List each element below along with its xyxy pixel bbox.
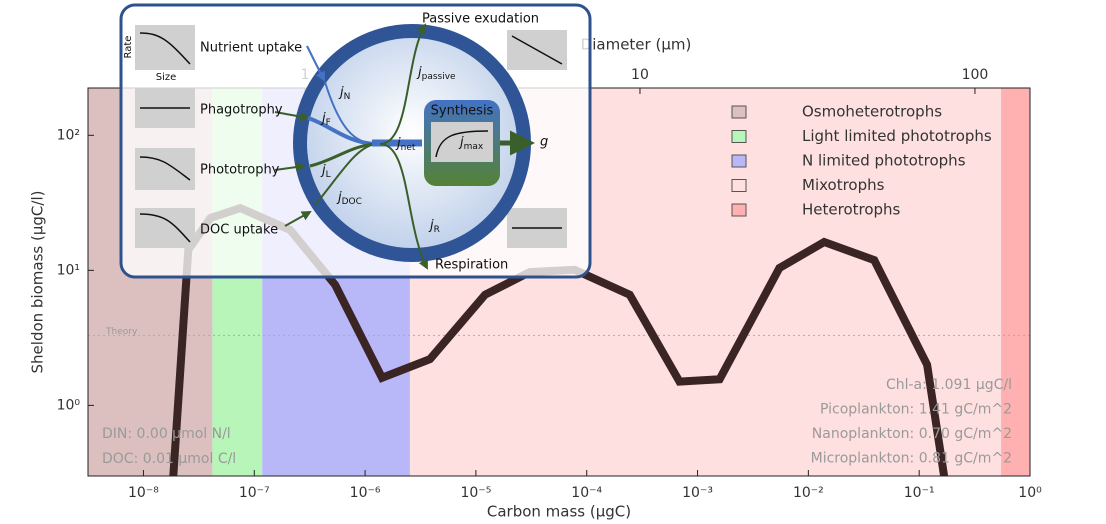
annotation: Picoplankton: 1.41 gC/m^2 (820, 402, 1012, 418)
x2-axis-label: Diameter (µm) (581, 36, 692, 54)
flux-subscript: max (464, 142, 484, 152)
band (1001, 88, 1030, 476)
x-tick-label: 10⁻⁴ (571, 485, 602, 501)
flux-symbol: j (320, 163, 326, 178)
annotation: DIN: 0.00 µmol N/l (102, 426, 231, 442)
flux-label: jmax (458, 135, 484, 152)
legend-label: N limited phototrophs (802, 152, 966, 170)
legend-swatch (731, 105, 747, 119)
x-tick-label: 10⁻⁶ (350, 485, 381, 501)
flux-symbol: j (336, 190, 342, 205)
thumb (135, 148, 195, 190)
thumb (135, 25, 195, 70)
arrow (284, 211, 312, 227)
x-tick-label: 10⁻¹ (904, 485, 935, 501)
flux-symbol: j (395, 136, 401, 151)
flux-symbol: j (416, 65, 422, 80)
flux-subscript: net (401, 143, 416, 153)
arrow (379, 23, 426, 145)
process-label: Phagotrophy (200, 103, 283, 118)
flux-label: jL (320, 163, 331, 180)
x2-tick-label: 10 (631, 67, 649, 83)
y-tick-label: 10² (57, 127, 80, 143)
x-tick-label: 10⁻² (793, 485, 824, 501)
flux-subscript: R (434, 225, 440, 235)
flux-label: jN (338, 85, 350, 102)
thumb-axis: Size (156, 72, 177, 83)
x-tick-label: 10⁰ (1018, 485, 1042, 501)
legend-label: Mixotrophs (802, 176, 885, 194)
thumb-curve (511, 35, 563, 65)
flux-symbol: j (338, 85, 344, 100)
thumb-axis: Rate (123, 36, 134, 59)
arrow (307, 116, 376, 146)
arrow (306, 45, 325, 82)
arrow (274, 111, 310, 122)
flux-symbol: j (458, 135, 464, 150)
flux-label: jpassive (416, 65, 456, 82)
legend-swatch (731, 154, 747, 168)
process-label: Nutrient uptake (200, 41, 302, 56)
thumb-curve (139, 156, 191, 181)
legend-label: Osmoheterotrophs (802, 103, 942, 121)
flux-label: jDOC (336, 190, 362, 207)
thumb-curves (139, 32, 563, 243)
annotation: Nanoplankton: 0.70 gC/m^2 (812, 426, 1012, 442)
synthesis-label: Synthesis (431, 104, 494, 119)
flux-arrows (274, 23, 535, 270)
flux-subscript: passive (422, 72, 456, 82)
thumb-curve (139, 32, 191, 65)
x-tick-label: 10⁻³ (682, 485, 713, 501)
flux-subscript: L (326, 170, 331, 180)
process-label: Passive exudation (422, 12, 539, 27)
x-tick-label: 10⁻⁸ (128, 485, 159, 501)
arrow (309, 142, 376, 168)
x-tick-label: 10⁻⁵ (460, 485, 491, 501)
annotation: DOC: 0.01 µmol C/l (102, 451, 236, 467)
legend-label: Light limited phototrophs (802, 127, 992, 145)
y-tick-label: 10⁰ (57, 397, 81, 413)
flux-label: jF (320, 111, 331, 128)
inset-diagram: Synthesis Nutrient uptake Phagotrophy Ph… (119, 3, 592, 279)
flux-label: jR (428, 218, 440, 235)
annotation: Microplankton: 0.81 gC/m^2 (811, 451, 1012, 467)
arrow (314, 143, 376, 206)
y-tick-label: 10¹ (57, 262, 80, 278)
process-label: Phototrophy (200, 163, 280, 178)
reference-label: Theory (105, 327, 138, 337)
flux-subscript: DOC (342, 197, 362, 207)
arrow (379, 143, 428, 270)
y-axis-label: Sheldon biomass (µgC/l) (29, 191, 47, 374)
flux-subscript: N (344, 92, 351, 102)
flux-symbol: j (428, 218, 434, 233)
x-tick-label: 10⁻⁷ (239, 485, 270, 501)
flux-symbol: j (320, 111, 326, 126)
process-label: DOC uptake (200, 223, 278, 238)
legend-swatch (731, 130, 747, 143)
legend-swatch (731, 203, 747, 217)
thumb-curve (435, 130, 489, 158)
flux-label: jnet (395, 136, 416, 153)
legend-swatch (731, 179, 747, 192)
thumb-curve (139, 213, 191, 243)
x2-tick-label: 100 (962, 67, 989, 83)
flux-subscript: F (326, 118, 331, 128)
thumb (431, 122, 493, 162)
flux-label: g (540, 135, 548, 150)
process-label: Respiration (435, 258, 508, 273)
arrow (274, 162, 306, 173)
annotation: Chl-a: 1.091 µgC/l (886, 377, 1012, 393)
legend-label: Heterotrophs (802, 201, 901, 219)
x-axis-label: Carbon mass (µgC) (487, 503, 631, 521)
